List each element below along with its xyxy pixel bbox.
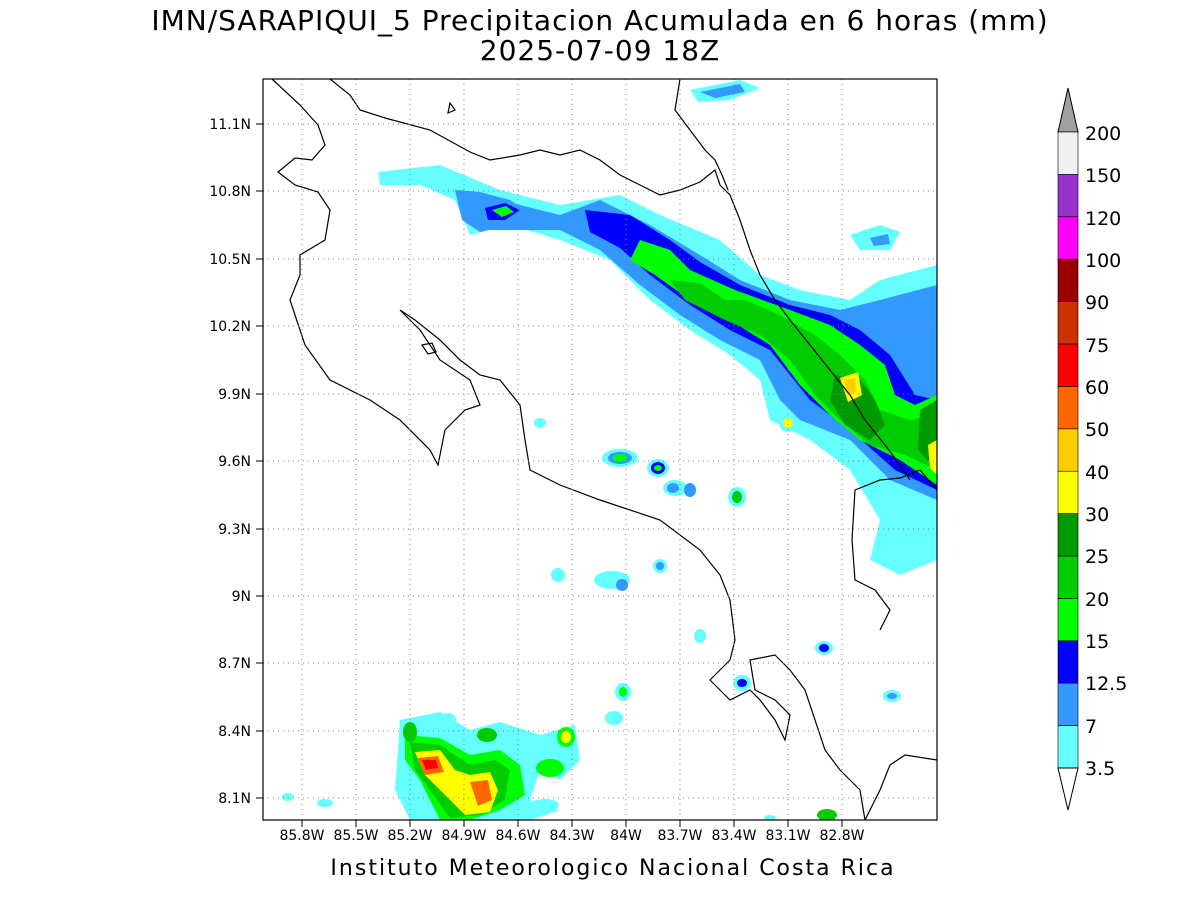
colorbar-label: 15 (1085, 631, 1109, 653)
map-frame (262, 78, 938, 821)
lat-tick-label: 10.8N (209, 184, 251, 200)
colorbar-top-arrow (1057, 87, 1079, 133)
lat-tick-label: 8.1N (218, 791, 251, 807)
colorbar-segment (1057, 343, 1079, 387)
colorbar-segment (1057, 174, 1079, 218)
map-date: 2025-07-09 18Z (479, 34, 721, 67)
lon-tick-label: 83.1W (765, 828, 810, 844)
lon-tick-label: 83.4W (711, 828, 756, 844)
colorbar-segment (1057, 640, 1079, 684)
lat-tick-label: 10.2N (209, 319, 251, 335)
colorbar-label: 90 (1085, 292, 1109, 314)
lon-tick-label: 85.5W (333, 828, 378, 844)
gridlines (263, 79, 937, 820)
footer-credit: Instituto Meteorologico Nacional Costa R… (330, 856, 896, 881)
longitude-labels: 85.8W 85.5W 85.2W 84.9W 84.6W 84.3W 84W … (279, 828, 864, 844)
lat-tick-label: 10.5N (209, 252, 251, 268)
lon-tick-label: 82.8W (819, 828, 864, 844)
lon-tick-label: 84.9W (441, 828, 486, 844)
lon-tick-label: 84W (610, 828, 642, 844)
colorbar-label: 25 (1085, 546, 1109, 568)
colorbar-label: 30 (1085, 504, 1109, 526)
colorbar-segment (1057, 470, 1079, 514)
colorbar-label: 75 (1085, 335, 1109, 357)
colorbar-segment (1057, 682, 1079, 726)
colorbar-label: 12.5 (1085, 673, 1127, 695)
lat-tick-label: 8.4N (218, 724, 251, 740)
lat-tick-label: 8.7N (218, 656, 251, 672)
tick-marks (256, 123, 843, 827)
colorbar-segment (1057, 131, 1079, 175)
colorbar-label: 120 (1085, 208, 1121, 230)
colorbar-label: 100 (1085, 250, 1121, 272)
colorbar-segment (1057, 513, 1079, 557)
lon-tick-label: 85.8W (279, 828, 324, 844)
colorbar-segment (1057, 386, 1079, 430)
lat-tick-label: 9.3N (218, 522, 251, 538)
lon-tick-label: 83.7W (657, 828, 702, 844)
lat-tick-label: 9N (232, 589, 251, 605)
colorbar-label: 60 (1085, 377, 1109, 399)
colorbar-label: 7 (1085, 716, 1097, 738)
colorbar-segment (1057, 258, 1079, 302)
colorbar-segment (1057, 555, 1079, 599)
colorbar: 3.5 7 12.5 15 20 25 30 40 50 60 75 90 10… (1057, 87, 1127, 811)
coastlines (271, 79, 937, 820)
colorbar-segment (1057, 598, 1079, 642)
colorbar-label: 200 (1085, 123, 1121, 145)
latitude-labels: 11.1N 10.8N 10.5N 10.2N 9.9N 9.6N 9.3N 9… (209, 117, 251, 807)
lat-tick-label: 9.6N (218, 454, 251, 470)
colorbar-label: 40 (1085, 462, 1109, 484)
colorbar-segment (1057, 428, 1079, 472)
colorbar-segment (1057, 216, 1079, 260)
colorbar-label: 20 (1085, 589, 1109, 611)
lon-tick-label: 84.6W (495, 828, 540, 844)
colorbar-label: 150 (1085, 165, 1121, 187)
colorbar-segment (1057, 301, 1079, 345)
lat-tick-label: 11.1N (209, 117, 251, 133)
colorbar-label: 3.5 (1085, 758, 1115, 780)
precipitation-field (282, 80, 937, 820)
colorbar-segment (1057, 725, 1079, 769)
map-title: IMN/SARAPIQUI_5 Precipitacion Acumulada … (151, 4, 1049, 37)
colorbar-bottom-arrow (1057, 767, 1079, 811)
lat-tick-label: 9.9N (218, 387, 251, 403)
lon-tick-label: 85.2W (387, 828, 432, 844)
lon-tick-label: 84.3W (549, 828, 594, 844)
colorbar-segments (1057, 131, 1079, 769)
colorbar-label: 50 (1085, 419, 1109, 441)
